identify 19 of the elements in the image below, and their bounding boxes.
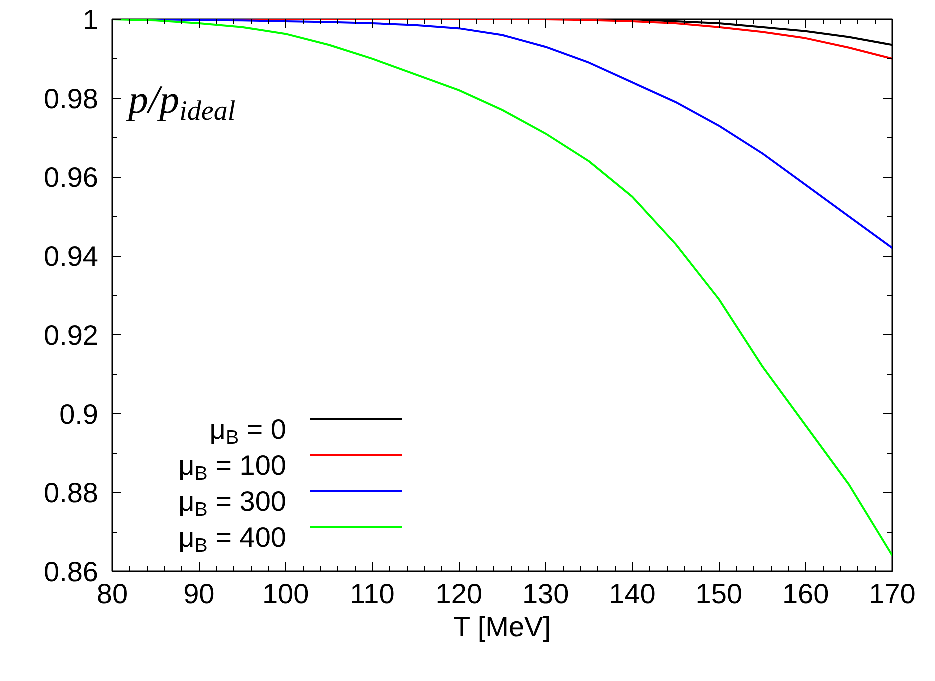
- x-tick-label: 140: [609, 578, 656, 610]
- x-tick-label: 100: [262, 578, 310, 610]
- x-tick-label: 80: [96, 578, 128, 610]
- y-tick-label: 0.92: [44, 320, 99, 351]
- x-tick-label: 160: [782, 578, 830, 610]
- x-tick-label: 130: [522, 578, 570, 610]
- y-tick-label: 0.98: [44, 83, 99, 114]
- x-tick-label: 150: [696, 578, 743, 610]
- x-axis-title: T [MeV]: [453, 612, 552, 642]
- x-tick-label: 110: [350, 578, 395, 610]
- y-tick-label: 0.88: [44, 478, 99, 509]
- x-tick-label: 170: [869, 578, 916, 610]
- x-tick-label: 90: [184, 578, 215, 610]
- y-tick-label: 0.86: [44, 556, 99, 588]
- y-tick-label: 0.9: [60, 398, 99, 430]
- x-tick-label: 120: [436, 578, 483, 610]
- y-tick-label: 0.96: [44, 162, 99, 194]
- y-tick-label: 1: [82, 4, 99, 36]
- y-tick-label: 0.94: [44, 241, 99, 272]
